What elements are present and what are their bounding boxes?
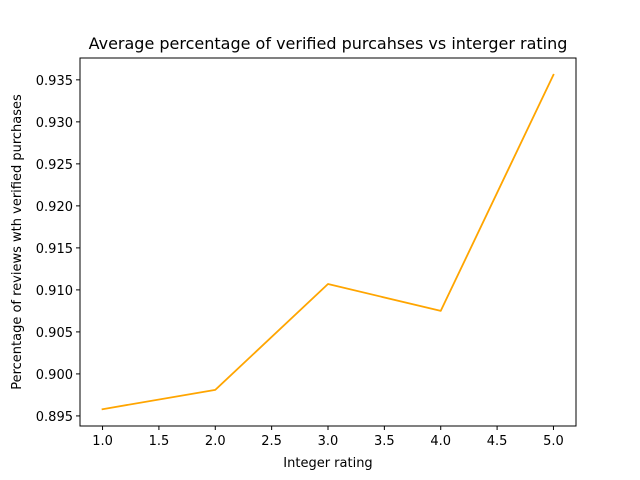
x-tick-label: 5.0 xyxy=(543,434,564,449)
y-tick-label: 0.895 xyxy=(36,410,73,425)
y-tick-label: 0.900 xyxy=(36,368,73,383)
y-tick-label: 0.935 xyxy=(36,74,73,89)
y-tick-label: 0.910 xyxy=(36,284,73,299)
x-tick-label: 1.0 xyxy=(92,434,113,449)
x-tick-label: 2.0 xyxy=(205,434,226,449)
x-tick-label: 3.0 xyxy=(318,434,339,449)
x-tick-label: 4.5 xyxy=(487,434,508,449)
x-tick-label: 2.5 xyxy=(261,434,282,449)
plot-frame xyxy=(79,57,577,427)
x-tick-label: 3.5 xyxy=(374,434,395,449)
y-tick-label: 0.925 xyxy=(36,158,73,173)
x-tick-label: 1.5 xyxy=(149,434,170,449)
y-tick-label: 0.905 xyxy=(36,326,73,341)
series-line xyxy=(101,73,555,411)
ticks-layer: 1.0 1.5 2.0 2.5 3.0 3.5 4.0 4.5 5.0 0.895 0.900 0.9… xyxy=(36,74,564,449)
y-tick-label: 0.915 xyxy=(36,242,73,257)
y-tick-label: 0.920 xyxy=(36,200,73,215)
series-layer xyxy=(101,73,555,411)
y-axis-label: Percentage of reviews wth verified purch… xyxy=(10,94,25,390)
x-tick-label: 4.0 xyxy=(430,434,451,449)
chart-title: Average percentage of verified purcahses… xyxy=(89,34,568,53)
y-tick-label: 0.930 xyxy=(36,116,73,131)
x-axis-label: Integer rating xyxy=(283,456,372,471)
